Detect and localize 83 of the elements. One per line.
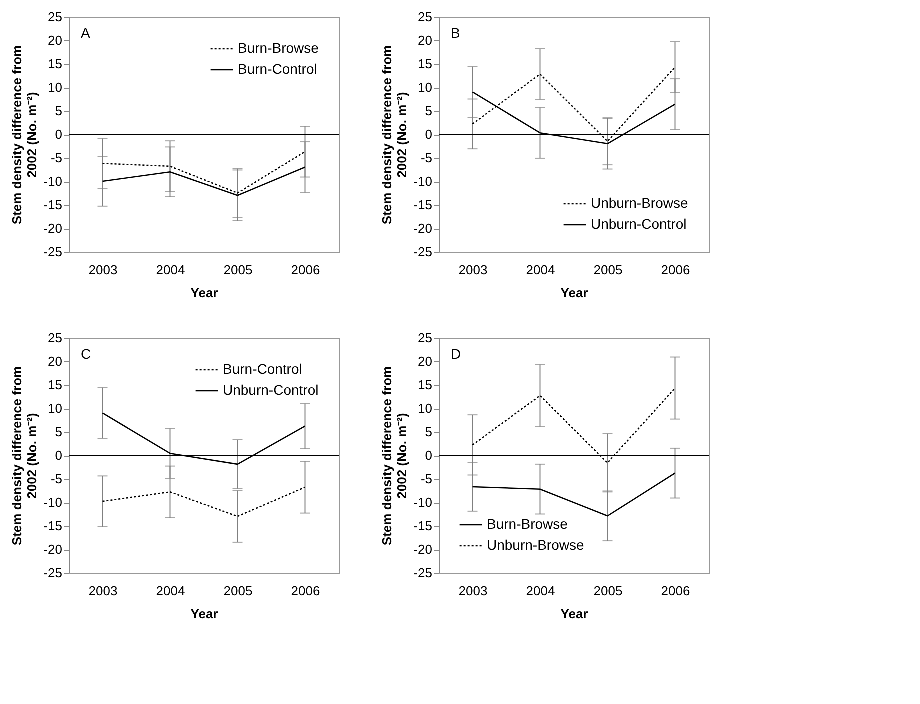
- y-tick-label: 15: [418, 378, 432, 392]
- y-tick-label: -5: [420, 472, 432, 486]
- y-tick-label: 0: [55, 448, 62, 463]
- y-tick-label: -25: [414, 566, 432, 580]
- y-tick-label: 25: [48, 10, 62, 24]
- y-tick-label: 5: [425, 424, 432, 440]
- y-tick-label: 0: [55, 127, 62, 142]
- x-tick-label: 2003: [458, 262, 488, 278]
- y-tick-label: 25: [418, 10, 432, 24]
- y-tick-label: -25: [414, 244, 432, 260]
- x-tick-label: 2003: [88, 584, 118, 598]
- x-axis-title: Year: [560, 286, 588, 300]
- x-tick-label: 2005: [224, 262, 253, 278]
- y-tick-label: 0: [425, 448, 432, 463]
- x-tick-label: 2003: [458, 584, 488, 598]
- y-tick-label: -15: [44, 518, 62, 534]
- y-tick-label: 10: [418, 80, 432, 95]
- x-tick-label: 2004: [156, 262, 186, 278]
- y-tick-label: -20: [414, 542, 432, 557]
- y-tick-label: 15: [418, 56, 432, 72]
- y-tick-label: 20: [48, 33, 62, 48]
- legend-label: Burn-Control: [238, 61, 318, 77]
- x-axis-title: Year: [560, 606, 588, 622]
- annotation: D: [451, 346, 462, 362]
- y-tick-label: -15: [414, 518, 432, 534]
- y-tick-label: 20: [418, 354, 432, 369]
- y-tick-label: -10: [44, 174, 62, 189]
- y-tick-label: -15: [414, 198, 432, 212]
- legend-label: Unburn-Control: [223, 382, 319, 398]
- y-tick-label: 0: [425, 127, 432, 142]
- x-tick-label: 2006: [661, 262, 690, 278]
- y-tick-label: 5: [55, 424, 62, 440]
- line-series: [102, 486, 306, 518]
- y-tick-label: -5: [50, 472, 62, 486]
- x-tick-label: 2005: [224, 584, 253, 598]
- y-tick-label: -20: [44, 542, 62, 557]
- x-tick-label: 2005: [594, 262, 623, 278]
- y-tick-label: 10: [418, 401, 432, 416]
- x-tick-label: 2004: [526, 584, 556, 598]
- y-tick-label: 10: [48, 401, 62, 416]
- x-tick-label: 2006: [291, 262, 320, 278]
- x-tick-label: 2004: [156, 584, 186, 598]
- y-axis-title: Stem density difference from 2002 (No. m⁻²): [10, 366, 40, 546]
- y-tick-label: -5: [420, 150, 432, 166]
- y-tick-label: 25: [48, 330, 62, 346]
- line-series: [102, 151, 306, 194]
- x-axis-title: Year: [190, 606, 218, 622]
- y-tick-label: 10: [48, 80, 62, 95]
- y-tick-label: -25: [44, 244, 62, 260]
- line-series: [472, 472, 676, 517]
- legend-label: Unburn-Browse: [487, 537, 584, 553]
- y-tick-label: 15: [48, 56, 62, 72]
- y-axis-title: Stem density difference from 2002 (No. m⁻²): [380, 366, 410, 546]
- x-tick-label: 2006: [291, 584, 320, 598]
- annotation: A: [81, 25, 91, 41]
- y-tick-label: -10: [414, 174, 432, 189]
- y-tick-label: -10: [414, 495, 432, 510]
- y-axis-title: Stem density difference from 2002 (No. m⁻²): [10, 45, 40, 225]
- y-tick-label: 20: [48, 354, 62, 369]
- y-tick-label: -15: [44, 198, 62, 212]
- annotation: B: [451, 25, 460, 41]
- x-axis-title: Year: [190, 286, 218, 300]
- annotation: C: [81, 346, 92, 362]
- legend-label: Burn-Browse: [487, 516, 568, 532]
- y-tick-label: -25: [44, 566, 62, 580]
- legend-label: Unburn-Control: [591, 216, 687, 232]
- legend-label: Burn-Control: [223, 361, 302, 377]
- y-tick-label: -10: [44, 495, 62, 510]
- y-tick-label: -20: [414, 221, 432, 236]
- y-tick-label: 5: [425, 104, 432, 118]
- y-tick-label: 20: [418, 33, 432, 48]
- legend-label: Unburn-Browse: [591, 195, 688, 211]
- x-tick-label: 2006: [661, 584, 690, 598]
- y-tick-label: -5: [50, 150, 62, 166]
- y-tick-label: 25: [418, 330, 432, 346]
- x-tick-label: 2005: [594, 584, 623, 598]
- y-tick-label: 5: [55, 104, 62, 118]
- y-tick-label: 15: [48, 378, 62, 392]
- legend-label: Burn-Browse: [238, 40, 320, 56]
- y-tick-label: -20: [44, 221, 62, 236]
- x-tick-label: 2004: [526, 262, 556, 278]
- y-axis-title: Stem density difference from 2002 (No. m⁻²): [380, 45, 410, 225]
- x-tick-label: 2003: [88, 262, 118, 278]
